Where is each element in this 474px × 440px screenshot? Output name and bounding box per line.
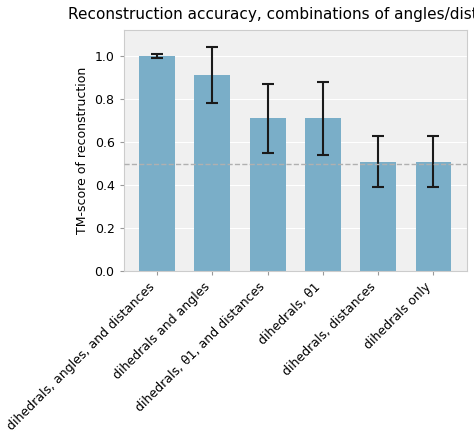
Bar — [250, 118, 286, 271]
Bar — [139, 56, 175, 271]
Bar — [194, 75, 230, 271]
Y-axis label: TM-score of reconstruction: TM-score of reconstruction — [76, 67, 89, 235]
Bar — [305, 118, 341, 271]
Bar — [360, 161, 396, 271]
Title: Reconstruction accuracy, combinations of angles/distances: Reconstruction accuracy, combinations of… — [68, 7, 474, 22]
Bar — [416, 161, 451, 271]
